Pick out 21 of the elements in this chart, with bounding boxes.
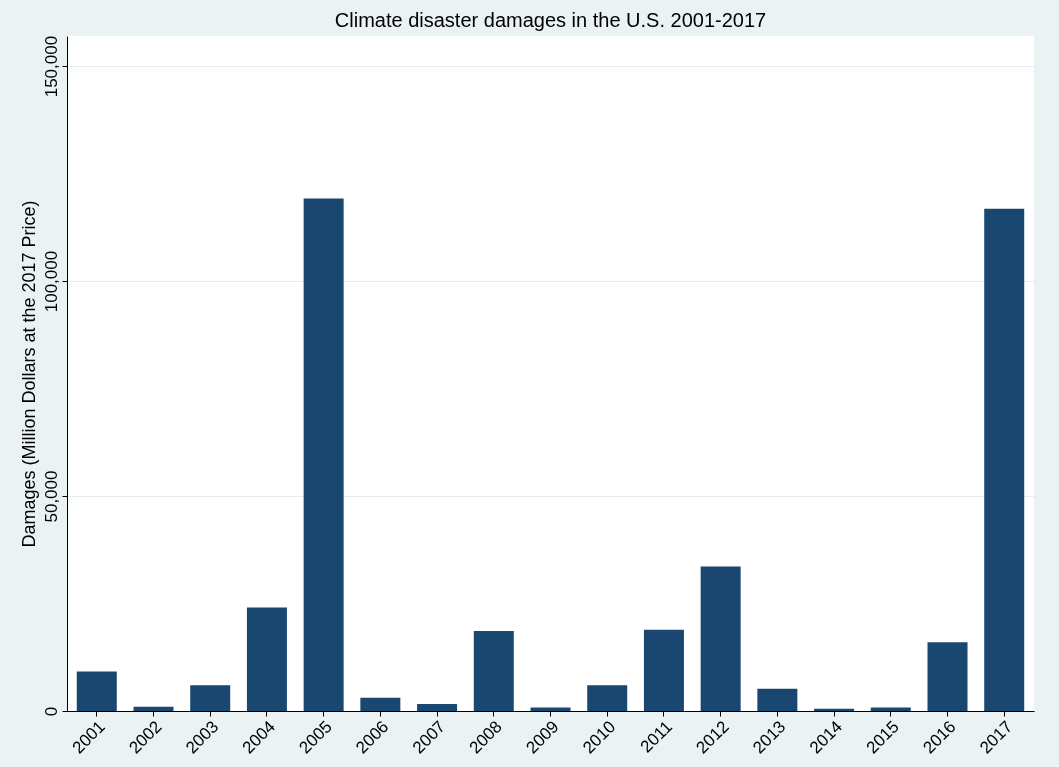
y-axis-title: Damages (Million Dollars at the 2017 Price)	[18, 200, 39, 548]
bar	[927, 642, 968, 711]
bar	[814, 708, 855, 711]
bar	[643, 629, 684, 711]
bar	[303, 198, 344, 711]
bar	[190, 685, 231, 711]
bar	[76, 671, 117, 711]
bar	[473, 631, 514, 711]
bar	[246, 607, 287, 711]
bar	[984, 208, 1025, 711]
bar	[757, 688, 798, 711]
bar	[360, 697, 401, 711]
bar	[700, 566, 741, 711]
y-tick-label: 0	[41, 706, 61, 717]
y-tick-label: 100,000	[41, 250, 61, 313]
bar	[417, 704, 458, 711]
bar	[587, 685, 628, 711]
y-tick-label: 50,000	[41, 470, 61, 523]
chart-title: Climate disaster damages in the U.S. 2001-2017	[334, 9, 767, 32]
y-tick-label: 150,000	[41, 35, 61, 98]
bar	[133, 706, 174, 711]
